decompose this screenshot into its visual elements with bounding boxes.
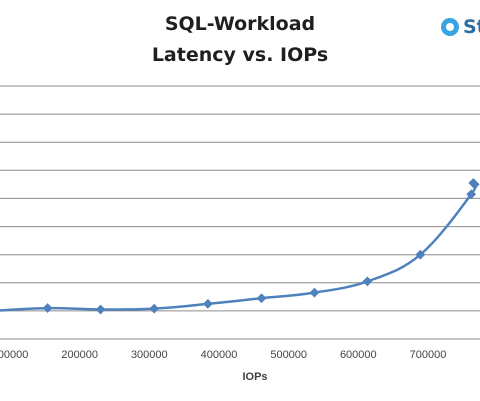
x-axis-label: IOPs <box>242 371 268 383</box>
x-tick-label: 700000 <box>410 349 447 361</box>
chart-title: SQL-Workload <box>164 13 316 35</box>
x-tick-label: 200000 <box>61 349 98 361</box>
series-line <box>0 181 478 312</box>
x-tick-label: 600000 <box>340 349 377 361</box>
data-point <box>202 298 213 309</box>
logo-icon <box>441 18 459 36</box>
data-point <box>95 304 106 315</box>
data-point <box>309 287 320 298</box>
x-tick-label: 400000 <box>201 349 238 361</box>
data-point <box>466 189 477 200</box>
x-tick-label: 300000 <box>131 349 168 361</box>
logo-text: St <box>463 16 480 38</box>
data-point <box>362 276 373 287</box>
brand-logo: St <box>441 14 480 40</box>
x-tick-label: 100000 <box>0 349 28 361</box>
x-tick-label: 500000 <box>270 349 307 361</box>
chart-subtitle: Latency vs. IOPs <box>151 44 329 66</box>
data-point <box>415 249 426 260</box>
data-point <box>469 179 480 190</box>
data-point <box>256 293 267 304</box>
data-point <box>42 303 53 313</box>
data-point <box>149 303 160 314</box>
